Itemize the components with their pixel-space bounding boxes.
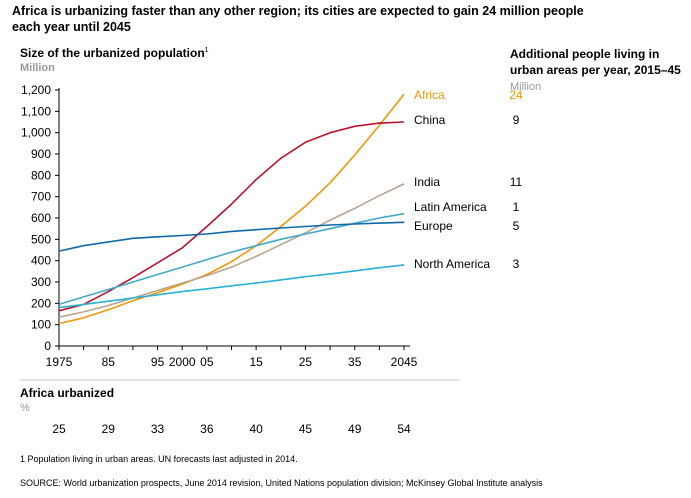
side-column-unit: Million: [510, 81, 542, 93]
africa-urbanized-value: 36: [200, 422, 214, 436]
africa-urbanized-title: Africa urbanized%: [20, 386, 114, 414]
series-line-india: [58, 183, 405, 318]
series-line-africa: [58, 93, 405, 325]
africa-urbanized-title-text: Africa urbanized: [20, 386, 115, 400]
y-tick-label: 0: [44, 339, 51, 353]
additional-per-year-latin-america: 1: [513, 200, 520, 214]
series-label-north-america: North America: [414, 257, 490, 271]
africa-urbanized-value: 40: [249, 422, 263, 436]
additional-per-year-africa: 24: [509, 88, 523, 102]
additional-per-year-europe: 5: [513, 219, 520, 233]
series-label-africa: Africa: [414, 88, 445, 102]
left-unit: Million: [20, 62, 55, 74]
y-tick-label: 300: [31, 275, 51, 289]
y-tick-label: 100: [31, 318, 51, 332]
x-tick-label: 35: [348, 355, 362, 369]
africa-urbanized-value: 25: [52, 422, 66, 436]
x-tick-label: 2000: [169, 355, 196, 369]
additional-per-year-india: 11: [510, 175, 523, 189]
africa-urbanized-value: 45: [298, 422, 313, 436]
x-tick-label: 25: [299, 355, 313, 369]
africa-urbanized-row: 25 29 33 36 40 45 49 54: [0, 422, 691, 438]
y-tick-label: 1,200: [21, 83, 51, 97]
side-column-title-text: Additional people living in urban areas …: [510, 47, 681, 77]
x-tick-label: 95: [151, 355, 165, 369]
x-tick-label: 05: [200, 355, 214, 369]
chart-title: Size of the urbanized population1 Million: [20, 46, 209, 74]
africa-urbanized-value: 33: [150, 422, 165, 436]
x-tick-label: 2045: [391, 355, 418, 369]
series-line-north-america: [58, 264, 405, 309]
series-line-europe: [58, 221, 405, 252]
africa-urbanized-value: 54: [397, 422, 411, 436]
y-tick-label: 1,000: [21, 126, 51, 140]
x-tick-label: 15: [249, 355, 263, 369]
series-label-latin-america: Latin America: [414, 200, 487, 214]
side-column-title: Additional people living in urban areas …: [510, 46, 685, 95]
africa-urbanized-value: 49: [348, 422, 362, 436]
y-tick-label: 400: [31, 254, 51, 268]
series-line-china: [58, 121, 405, 312]
africa-urbanized-value: 29: [101, 422, 115, 436]
y-tick-label: 800: [31, 168, 51, 182]
series-label-europe: Europe: [414, 219, 453, 233]
africa-urbanized-unit: %: [20, 402, 30, 414]
y-tick-label: 500: [31, 232, 51, 246]
additional-per-year-north-america: 3: [513, 257, 520, 271]
y-tick-label: 200: [31, 296, 51, 310]
y-tick-label: 600: [31, 211, 51, 225]
y-tick-label: 700: [31, 190, 51, 204]
x-tick-label: 1975: [46, 355, 73, 369]
footnote: 1 Population living in urban areas. UN f…: [20, 454, 298, 464]
source-note: SOURCE: World urbanization prospects, Ju…: [20, 478, 543, 488]
y-tick-label: 1,100: [21, 104, 51, 118]
series-label-china: China: [414, 113, 446, 127]
additional-per-year-china: 9: [513, 113, 520, 127]
y-tick-label: 900: [31, 147, 51, 161]
footnote-marker: 1: [204, 47, 209, 54]
series-label-india: India: [414, 175, 440, 189]
x-tick-label: 85: [102, 355, 116, 369]
chart-title-text: Size of the urbanized population: [20, 46, 205, 60]
headline: Africa is urbanizing faster than any oth…: [12, 4, 584, 34]
